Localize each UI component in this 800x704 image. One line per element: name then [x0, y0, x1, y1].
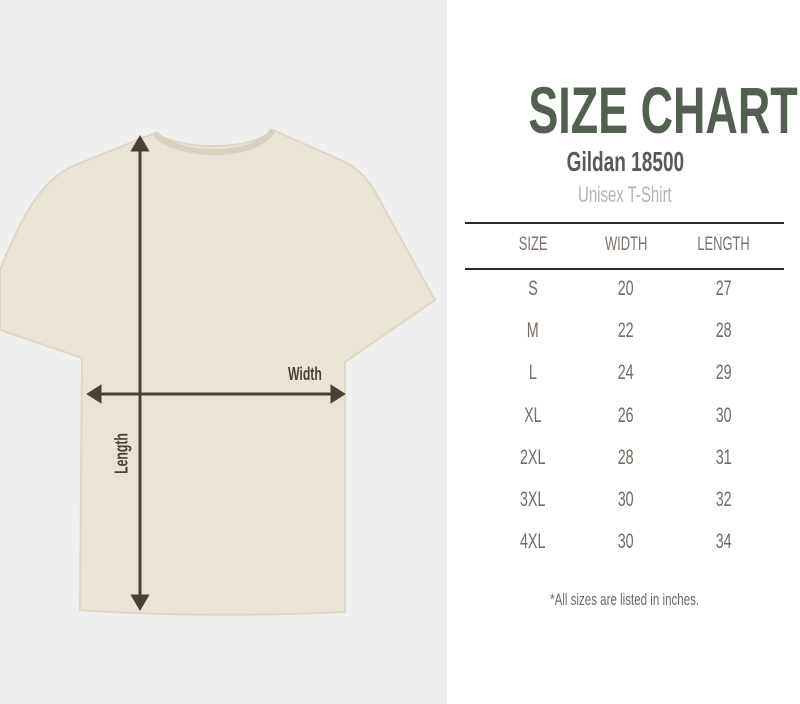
width-cell: 26: [618, 403, 634, 427]
size-cell: S: [528, 277, 538, 300]
header-length: LENGTH: [697, 234, 751, 255]
size-cell: 2XL: [520, 445, 546, 469]
width-cell: 20: [618, 277, 634, 300]
footnote: *All sizes are listed in inches.: [550, 590, 700, 609]
length-cell: 29: [716, 361, 732, 385]
product-type: Unisex T-Shirt: [578, 182, 672, 207]
size-cell: M: [527, 319, 539, 343]
width-arrowheads: [86, 384, 346, 404]
header-size: SIZE: [518, 234, 548, 255]
table-header-rule: [465, 268, 784, 270]
header-width: WIDTH: [604, 234, 648, 255]
length-cell: 34: [716, 530, 732, 554]
length-arrowheads: [130, 135, 150, 611]
width-cell: 22: [618, 319, 634, 343]
width-cell: 24: [618, 361, 634, 385]
page-title: SIZE CHART: [528, 73, 798, 147]
size-cell: 3XL: [520, 488, 546, 511]
width-label: Width: [288, 364, 322, 384]
width-cell: 28: [618, 445, 634, 469]
width-cell: 30: [618, 530, 634, 554]
product-image-panel: Width Length: [0, 0, 447, 704]
size-cell: XL: [524, 403, 542, 427]
collar: [152, 128, 276, 156]
size-cell: L: [529, 361, 537, 385]
length-cell: 27: [716, 277, 732, 300]
length-cell: 28: [716, 319, 732, 343]
tshirt-diagram: [0, 128, 437, 616]
tshirt-illustration: [0, 128, 437, 616]
width-cell: 30: [618, 488, 634, 511]
length-cell: 32: [716, 488, 732, 511]
length-label: Length: [111, 433, 132, 474]
length-cell: 31: [716, 445, 732, 469]
table-top-rule: [465, 222, 784, 224]
length-cell: 30: [716, 403, 732, 427]
product-model: Gildan 18500: [566, 146, 684, 177]
size-cell: 4XL: [520, 530, 546, 554]
